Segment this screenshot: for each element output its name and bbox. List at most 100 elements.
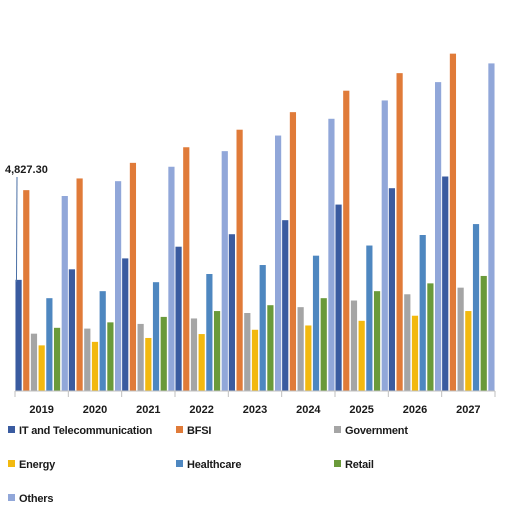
bar-energy-2024 xyxy=(305,325,312,391)
bar-government-2026 xyxy=(404,294,411,391)
legend-label: Government xyxy=(345,425,408,437)
bar-bfsi-2025 xyxy=(343,90,350,391)
bar-healthcare-2026 xyxy=(419,235,426,391)
bar-others-2019 xyxy=(61,196,68,391)
legend-label: Energy xyxy=(19,459,56,471)
bar-energy-2023 xyxy=(251,329,259,391)
bar-bfsi-2023 xyxy=(236,129,243,391)
bar-healthcare-2025 xyxy=(366,245,373,391)
bar-energy-2027 xyxy=(465,311,472,391)
legend-item-government: Government xyxy=(334,425,409,437)
bar-others-2027 xyxy=(488,63,495,392)
data-label-annotation: 4,827.30 xyxy=(5,164,48,176)
bar-healthcare-2023 xyxy=(259,265,266,391)
legend-swatch xyxy=(8,460,15,467)
bar-others-2025 xyxy=(381,100,388,391)
bar-it-and-telecommunication-2023 xyxy=(228,234,235,391)
bar-it-and-telecommunication-2027 xyxy=(442,176,449,391)
bar-it-and-telecommunication-2019 xyxy=(15,279,22,391)
bar-retail-2021 xyxy=(160,316,167,391)
bar-bfsi-2019 xyxy=(23,190,30,391)
bar-energy-2022 xyxy=(198,334,205,391)
bar-government-2020 xyxy=(84,328,91,391)
bar-retail-2026 xyxy=(427,283,434,391)
bar-energy-2026 xyxy=(411,315,419,391)
annotations-group: 4,827.30 xyxy=(5,164,48,282)
bar-healthcare-2022 xyxy=(206,274,213,391)
bar-government-2021 xyxy=(137,323,144,391)
bar-others-2022 xyxy=(221,151,228,391)
bar-healthcare-2020 xyxy=(99,291,106,391)
legend-label: BFSI xyxy=(187,425,211,437)
bar-healthcare-2021 xyxy=(152,282,160,391)
bar-others-2020 xyxy=(115,181,122,391)
bar-bfsi-2026 xyxy=(396,73,403,392)
legend-item-retail: Retail xyxy=(334,459,374,471)
legend: IT and Telecommunication BFSI Government En… xyxy=(8,425,409,505)
bar-it-and-telecommunication-2021 xyxy=(122,258,129,391)
bar-government-2019 xyxy=(30,333,38,391)
bar-others-2023 xyxy=(275,135,282,391)
bar-energy-2025 xyxy=(358,320,365,391)
legend-swatch xyxy=(176,426,183,433)
bar-government-2024 xyxy=(297,307,304,391)
bar-energy-2021 xyxy=(145,337,152,391)
legend-label: Others xyxy=(19,493,53,505)
bar-retail-2025 xyxy=(373,291,381,391)
bar-government-2025 xyxy=(350,300,358,391)
legend-item-it-and-telecommunication: IT and Telecommunication xyxy=(8,425,153,437)
legend-item-others: Others xyxy=(8,493,54,505)
bar-retail-2019 xyxy=(53,327,61,391)
x-tick-label: 2022 xyxy=(189,404,213,416)
x-tick-label: 2027 xyxy=(456,404,480,416)
bar-it-and-telecommunication-2025 xyxy=(335,204,342,391)
bar-retail-2022 xyxy=(213,311,221,391)
bar-others-2026 xyxy=(435,82,442,392)
bar-healthcare-2019 xyxy=(46,298,53,391)
x-tick-label: 2020 xyxy=(83,404,107,416)
bar-energy-2020 xyxy=(91,341,99,391)
bar-bfsi-2024 xyxy=(289,112,297,392)
bar-it-and-telecommunication-2022 xyxy=(175,246,182,391)
annotation-leader-line xyxy=(15,176,18,282)
bar-healthcare-2024 xyxy=(312,255,320,391)
legend-item-healthcare: Healthcare xyxy=(176,459,242,471)
legend-label: Retail xyxy=(345,459,374,471)
legend-swatch xyxy=(334,426,341,433)
bar-others-2024 xyxy=(328,118,335,391)
bar-it-and-telecommunication-2020 xyxy=(68,269,75,391)
x-tick-label: 2025 xyxy=(349,404,373,416)
legend-label: IT and Telecommunication xyxy=(19,425,153,437)
legend-swatch xyxy=(8,426,15,433)
bar-bfsi-2027 xyxy=(449,53,457,392)
bar-it-and-telecommunication-2024 xyxy=(282,220,289,391)
x-tick-label: 2024 xyxy=(296,404,321,416)
bar-retail-2027 xyxy=(480,275,487,391)
bars-group xyxy=(15,53,495,392)
x-tick-label: 2023 xyxy=(243,404,267,416)
bar-government-2023 xyxy=(244,313,251,391)
x-axis-ticks: 2019 2020 2021 2022 2023 2024 2025 2026 2027 xyxy=(14,391,496,416)
x-tick-label: 2019 xyxy=(29,404,53,416)
bar-others-2021 xyxy=(168,166,175,391)
x-tick-label: 2021 xyxy=(136,404,160,416)
bar-retail-2024 xyxy=(320,298,327,391)
bar-bfsi-2021 xyxy=(129,162,137,391)
legend-label: Healthcare xyxy=(187,459,241,471)
bar-bfsi-2020 xyxy=(76,178,83,391)
bar-it-and-telecommunication-2026 xyxy=(388,188,395,391)
legend-item-bfsi: BFSI xyxy=(176,425,212,437)
x-tick-label: 2026 xyxy=(403,404,427,416)
legend-swatch xyxy=(176,460,183,467)
bar-bfsi-2022 xyxy=(183,147,190,391)
bar-government-2022 xyxy=(190,318,198,391)
bar-energy-2019 xyxy=(38,345,45,391)
legend-item-energy: Energy xyxy=(8,459,56,471)
bar-government-2027 xyxy=(457,287,464,391)
legend-swatch xyxy=(8,494,15,501)
legend-swatch xyxy=(334,460,341,467)
bar-retail-2020 xyxy=(107,322,114,391)
bar-retail-2023 xyxy=(267,305,274,391)
bar-healthcare-2027 xyxy=(472,224,480,391)
